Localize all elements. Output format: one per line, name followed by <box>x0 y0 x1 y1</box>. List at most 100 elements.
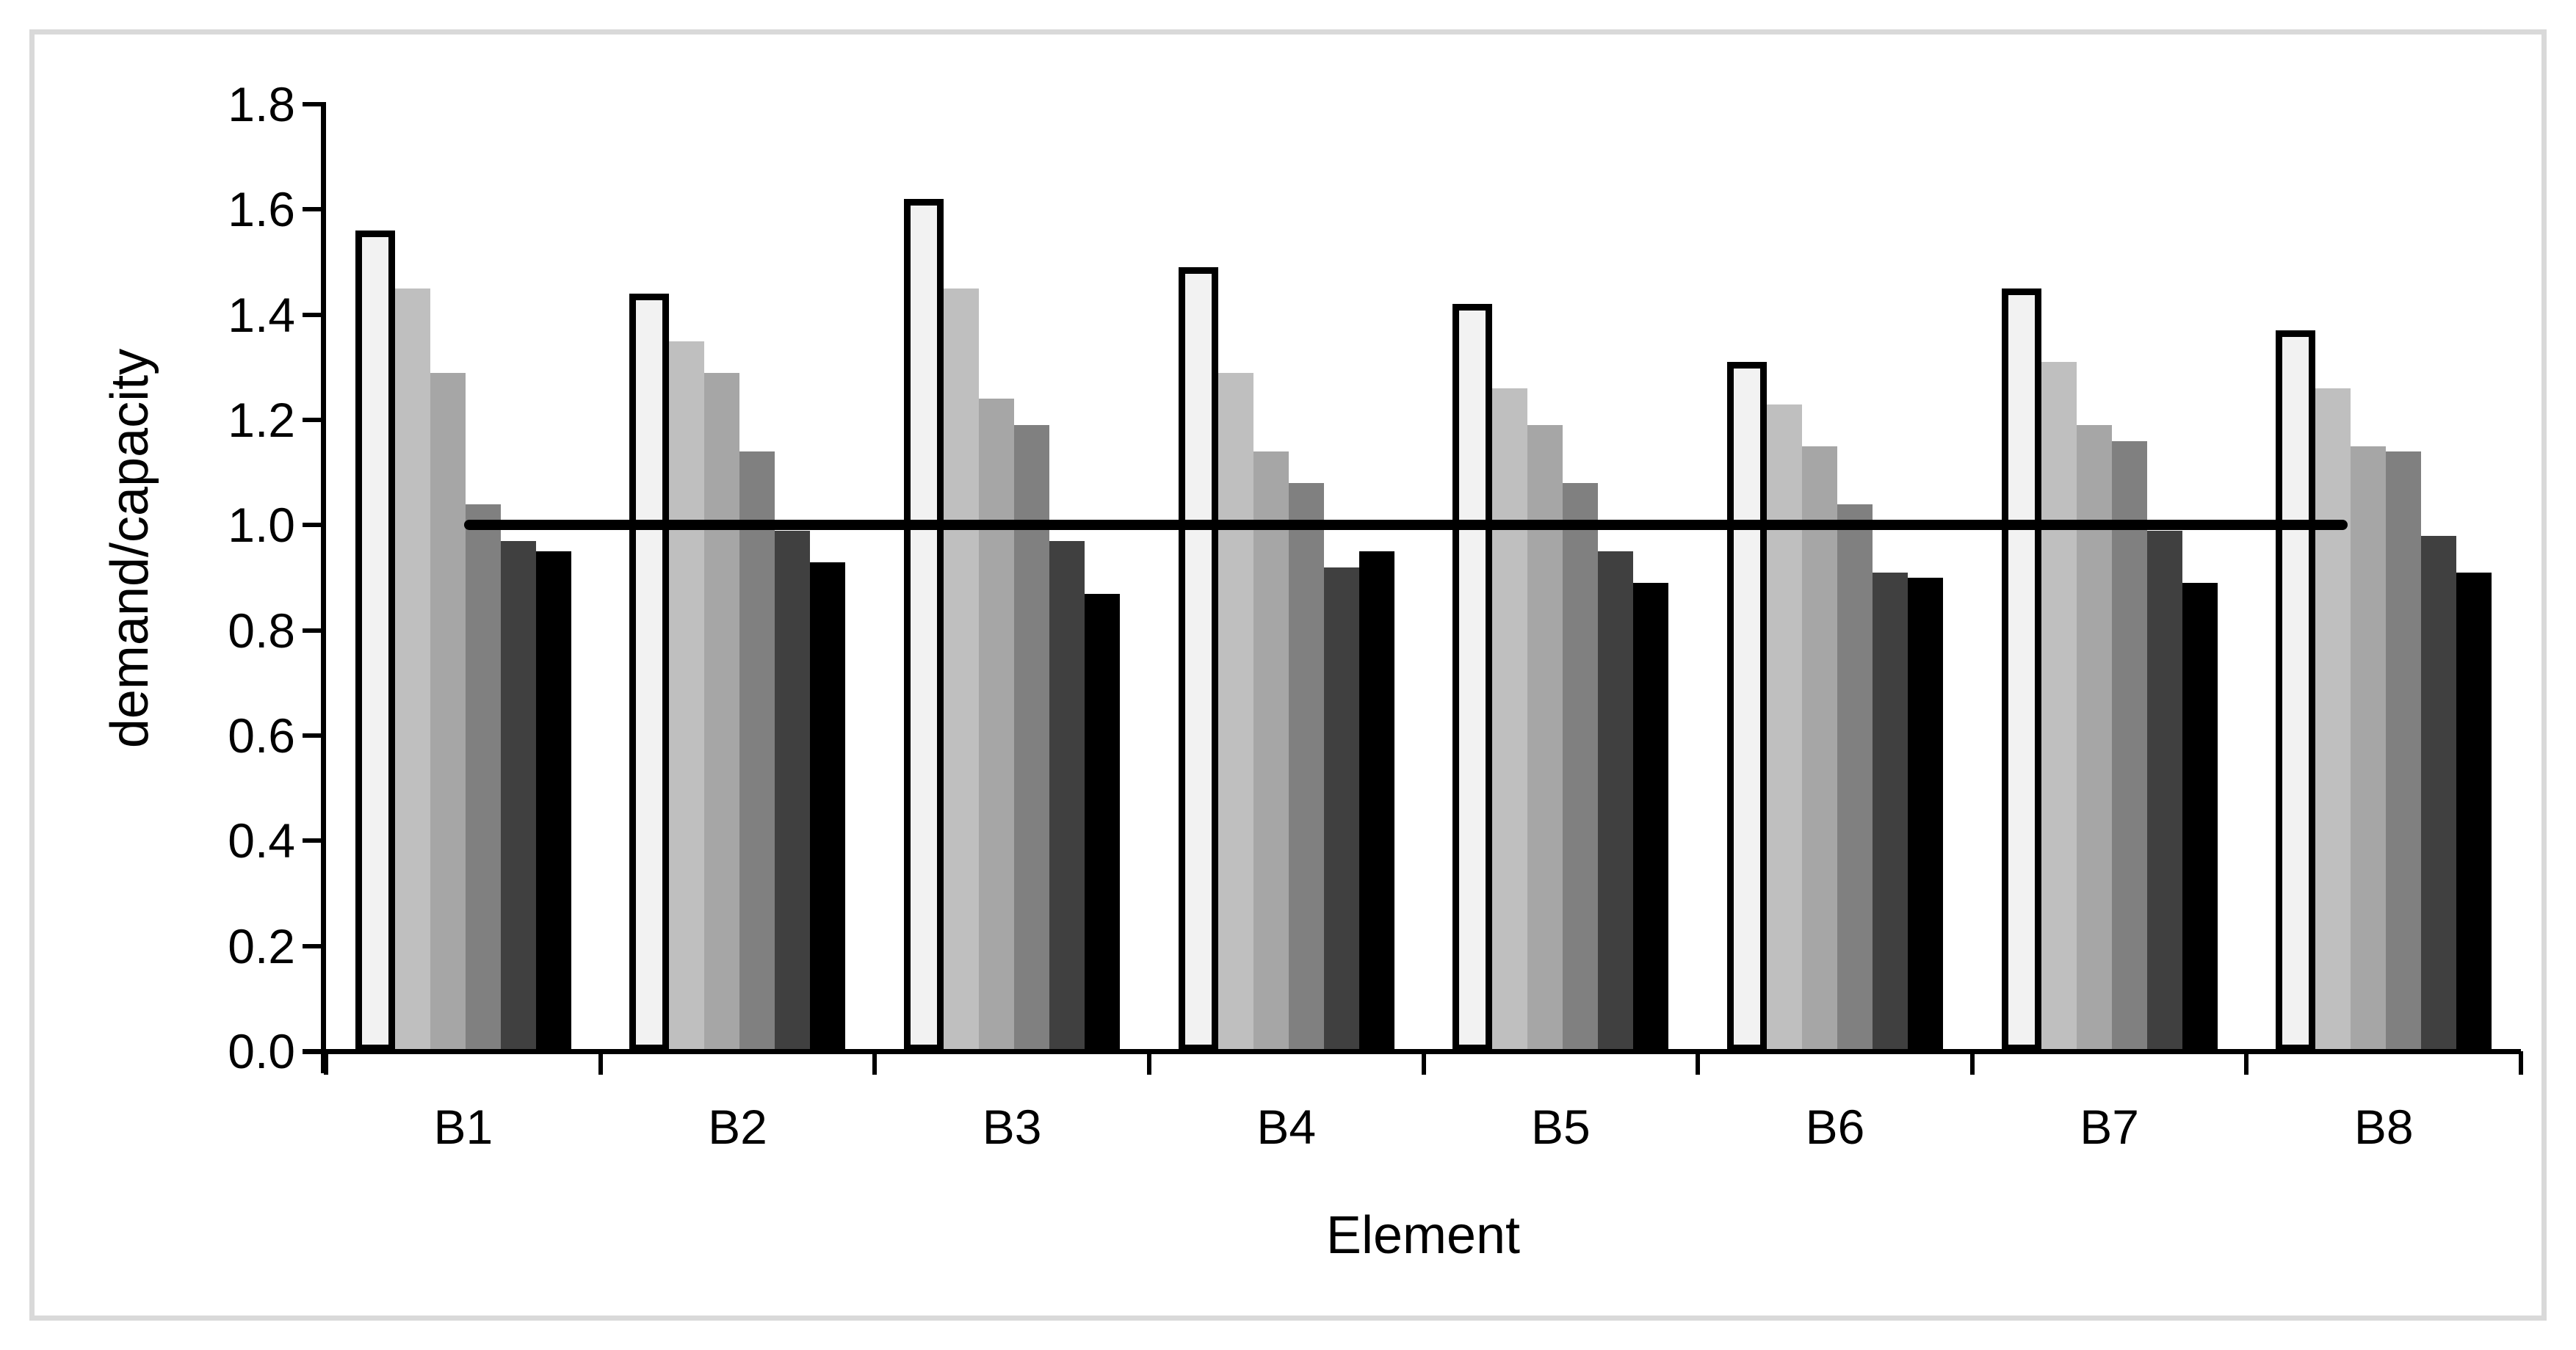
bar-B1-series-1-white-outlined <box>355 231 395 1051</box>
bar-B5-series-3-medium-light-gray <box>1527 425 1563 1051</box>
x-category-label-B4: B4 <box>1256 1100 1317 1154</box>
y-tick-1.2 <box>303 418 326 422</box>
x-category-label-B2: B2 <box>708 1100 767 1154</box>
bar-group-B2 <box>601 104 875 1051</box>
bar-group-B1 <box>326 104 601 1051</box>
bar-B2-series-1-white-outlined <box>629 294 670 1051</box>
x-category-label-B3: B3 <box>982 1100 1042 1154</box>
bar-B8-series-1-white-outlined <box>2276 330 2316 1051</box>
bar-B1-series-3-medium-light-gray <box>430 372 466 1051</box>
bar-B3-series-6-black <box>1085 593 1121 1051</box>
y-tick-1.8 <box>303 102 326 106</box>
bar-B7-series-3-medium-light-gray <box>2076 425 2112 1051</box>
bar-group-B4 <box>1149 104 1424 1051</box>
bar-B3-series-5-dark-gray <box>1049 540 1085 1051</box>
y-tick-label-0.0: 0.0 <box>228 1024 295 1078</box>
bar-B1-series-6-black <box>535 551 571 1051</box>
bar-B8-series-3-medium-light-gray <box>2351 446 2387 1051</box>
bar-B8-series-5-dark-gray <box>2421 535 2457 1051</box>
bar-B1-series-2-light-gray <box>394 288 430 1051</box>
bar-group-B8 <box>2246 104 2521 1051</box>
x-tick-7 <box>2244 1051 2249 1075</box>
y-tick-0.6 <box>303 733 326 738</box>
y-tick-0.4 <box>303 838 326 843</box>
bar-B5-series-6-black <box>1633 583 1669 1051</box>
x-category-label-B1: B1 <box>433 1100 493 1154</box>
bar-B6-series-6-black <box>1907 578 1943 1051</box>
y-tick-0.8 <box>303 628 326 633</box>
y-tick-label-1.2: 1.2 <box>228 393 295 447</box>
chart-figure: demand/capacity 0.0 0.2 0.4 0.6 0.8 1.0 1.2 1.4… <box>29 29 2547 1321</box>
bar-B6-series-3-medium-light-gray <box>1801 446 1837 1051</box>
bar-B8-series-2-light-gray <box>2315 388 2351 1051</box>
y-tick-label-1.8: 1.8 <box>228 77 295 131</box>
x-tick-8 <box>2519 1051 2523 1075</box>
x-tick-3 <box>1146 1051 1151 1075</box>
bar-B8-series-6-black <box>2456 572 2492 1051</box>
y-tick-0.2 <box>303 943 326 948</box>
x-tick-0 <box>324 1051 328 1075</box>
x-tick-2 <box>872 1051 878 1075</box>
bar-B5-series-5-dark-gray <box>1598 551 1634 1051</box>
bar-B7-series-2-light-gray <box>2041 362 2077 1051</box>
bar-B3-series-3-medium-light-gray <box>979 399 1015 1051</box>
x-category-label-B8: B8 <box>2354 1100 2414 1154</box>
x-category-label-B7: B7 <box>2080 1100 2139 1154</box>
bar-B5-series-4-medium-gray <box>1563 483 1599 1051</box>
bar-group-B6 <box>1698 104 1972 1051</box>
bar-B2-series-4-medium-gray <box>739 451 775 1051</box>
capacity-reference-line <box>464 520 2348 531</box>
bar-B4-series-5-dark-gray <box>1323 567 1359 1051</box>
y-tick-label-1.6: 1.6 <box>228 182 295 237</box>
plot-area <box>326 104 2521 1051</box>
x-axis-line <box>303 1049 2521 1054</box>
x-axis-title: Element <box>1325 1206 1521 1265</box>
bar-B8-series-4-medium-gray <box>2386 451 2422 1051</box>
bar-B7-series-5-dark-gray <box>2146 530 2182 1051</box>
bar-B6-series-4-medium-gray <box>1837 504 1873 1051</box>
y-tick-1.6 <box>303 207 326 212</box>
x-category-label-B6: B6 <box>1805 1100 1865 1154</box>
bar-B6-series-5-dark-gray <box>1872 572 1908 1051</box>
bar-B4-series-4-medium-gray <box>1288 483 1324 1051</box>
bar-B6-series-2-light-gray <box>1766 404 1802 1051</box>
y-tick-label-0.8: 0.8 <box>228 603 295 658</box>
bar-B5-series-2-light-gray <box>1492 388 1528 1051</box>
bar-B6-series-1-white-outlined <box>1726 362 1767 1051</box>
x-tick-1 <box>598 1051 603 1075</box>
bar-B4-series-2-light-gray <box>1218 372 1253 1051</box>
bar-groups <box>326 104 2521 1051</box>
bar-B7-series-4-medium-gray <box>2111 440 2147 1051</box>
x-tick-4 <box>1421 1051 1426 1075</box>
y-tick-label-0.6: 0.6 <box>228 708 295 763</box>
x-tick-6 <box>1969 1051 1975 1075</box>
y-tick-label-1.4: 1.4 <box>228 287 295 342</box>
bar-B4-series-1-white-outlined <box>1178 267 1218 1051</box>
bar-B3-series-4-medium-gray <box>1014 425 1050 1051</box>
y-tick-0.0 <box>303 1049 326 1053</box>
y-tick-label-0.4: 0.4 <box>228 813 295 868</box>
y-tick-label-1.0: 1.0 <box>228 498 295 553</box>
x-category-label-B5: B5 <box>1530 1100 1591 1154</box>
bar-B4-series-3-medium-light-gray <box>1253 451 1289 1051</box>
x-tick-5 <box>1696 1051 1701 1075</box>
bar-B4-series-6-black <box>1358 551 1394 1051</box>
bar-B2-series-5-dark-gray <box>775 530 811 1051</box>
y-tick-1.0 <box>303 523 326 528</box>
bar-B3-series-2-light-gray <box>944 288 980 1051</box>
y-axis-line <box>321 104 326 1073</box>
bar-group-B7 <box>1972 104 2247 1051</box>
bar-B2-series-2-light-gray <box>669 341 705 1051</box>
bar-group-B3 <box>875 104 1149 1051</box>
y-tick-label-0.2: 0.2 <box>228 918 295 973</box>
bar-group-B5 <box>1424 104 1698 1051</box>
bar-B1-series-4-medium-gray <box>465 504 501 1051</box>
bar-B3-series-1-white-outlined <box>904 199 944 1051</box>
bar-B1-series-5-dark-gray <box>500 540 536 1051</box>
y-tick-1.4 <box>303 312 326 317</box>
bar-B5-series-1-white-outlined <box>1452 304 1493 1051</box>
bar-B7-series-1-white-outlined <box>2001 288 2041 1051</box>
bar-B2-series-6-black <box>810 562 846 1051</box>
bar-B7-series-6-black <box>2182 583 2218 1051</box>
bar-B2-series-3-medium-light-gray <box>704 372 740 1051</box>
